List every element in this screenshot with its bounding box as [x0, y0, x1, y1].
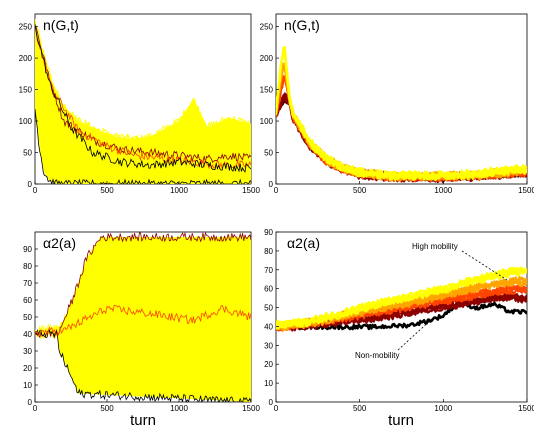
series-line — [276, 45, 527, 179]
series-band-layer — [35, 20, 251, 184]
panel-title: n(G,t) — [43, 17, 79, 33]
x-axis-label: turn — [130, 412, 156, 429]
axis-ticks: 0 500 1000 1500 0 50 100 150 200 250 — [260, 23, 534, 195]
y-tick-label: 0 — [269, 180, 274, 189]
y-tick-label: 0 — [28, 398, 33, 407]
x-tick-label: 1500 — [242, 404, 260, 413]
y-tick-label: 20 — [264, 360, 273, 369]
series-line — [35, 290, 251, 336]
y-tick-label: 200 — [260, 54, 274, 63]
y-tick-label: 50 — [23, 149, 32, 158]
y-tick-label: 100 — [260, 117, 274, 126]
series-line — [276, 300, 527, 331]
panel-top-right: 0 500 1000 1500 0 50 100 150 200 250 n(G,t) — [260, 13, 534, 195]
y-tick-label: 10 — [264, 379, 273, 388]
y-tick-label: 20 — [23, 364, 32, 373]
x-tick-label: 1000 — [434, 404, 452, 413]
x-tick-label: 1000 — [434, 186, 452, 195]
y-tick-label: 150 — [260, 86, 274, 95]
y-tick-label: 30 — [23, 347, 32, 356]
y-tick-label: 60 — [264, 285, 273, 294]
y-tick-label: 40 — [23, 330, 32, 339]
y-tick-label: 70 — [264, 266, 273, 275]
x-tick-label: 1500 — [518, 404, 534, 413]
y-tick-label: 0 — [269, 398, 274, 407]
y-tick-label: 40 — [264, 322, 273, 331]
x-tick-label: 500 — [100, 404, 114, 413]
panel-bottom-right: 0 500 1000 1500 0 10 20 30 40 50 60 70 80 90 α2(a) tu… — [264, 228, 534, 429]
series-line — [35, 25, 251, 164]
annotation-high-mobility: High mobility — [412, 242, 458, 251]
series-layer — [35, 18, 251, 184]
panel-title: α2(a) — [287, 235, 320, 251]
series-band-layer — [35, 237, 251, 402]
x-axis-label: turn — [388, 412, 414, 429]
y-tick-label: 70 — [23, 279, 32, 288]
series-line — [35, 304, 251, 337]
y-tick-label: 100 — [19, 117, 33, 126]
y-tick-label: 50 — [264, 149, 273, 158]
series-envelope — [35, 20, 251, 184]
y-tick-label: 250 — [19, 23, 33, 32]
panel-bottom-left: 0 500 1000 1500 0 10 20 30 40 50 60 70 80 90 α2(a) tu… — [23, 231, 260, 429]
y-tick-label: 200 — [19, 54, 33, 63]
y-tick-label: 30 — [264, 341, 273, 350]
axis-ticks: 0 500 1000 1500 0 50 100 150 200 250 — [19, 23, 261, 195]
series-layer — [276, 45, 527, 184]
panel-title: α2(a) — [43, 235, 76, 251]
series-line — [35, 329, 251, 363]
annotation-non-mobility: Non-mobility — [355, 351, 399, 360]
y-tick-label: 80 — [23, 262, 32, 271]
panel-title: n(G,t) — [284, 17, 320, 33]
series-line — [35, 37, 251, 150]
x-tick-label: 1000 — [170, 404, 188, 413]
series-layer — [276, 266, 527, 332]
y-tick-label: 80 — [264, 247, 273, 256]
x-tick-label: 0 — [274, 404, 279, 413]
series-line — [35, 108, 251, 184]
y-tick-label: 90 — [23, 245, 32, 254]
y-tick-label: 0 — [28, 180, 33, 189]
x-tick-label: 1000 — [170, 186, 188, 195]
x-tick-label: 0 — [33, 404, 38, 413]
series-line — [35, 43, 251, 184]
series-line — [35, 329, 251, 402]
x-tick-label: 0 — [274, 186, 279, 195]
series-line — [276, 266, 527, 328]
series-layer — [35, 232, 251, 402]
axis-ticks: 0 500 1000 1500 0 10 20 30 40 50 60 70 80 90 — [23, 245, 260, 413]
y-tick-label: 60 — [23, 296, 32, 305]
x-tick-label: 1500 — [242, 186, 260, 195]
x-tick-label: 500 — [353, 186, 367, 195]
y-tick-label: 250 — [260, 23, 274, 32]
annotation-high-mobility-leader — [461, 250, 508, 281]
series-line — [35, 27, 251, 171]
x-tick-label: 1500 — [518, 186, 534, 195]
x-tick-label: 0 — [33, 186, 38, 195]
series-envelope — [35, 237, 251, 402]
x-tick-label: 500 — [353, 404, 367, 413]
series-line — [35, 232, 251, 340]
y-tick-label: 50 — [264, 304, 273, 313]
y-tick-label: 50 — [23, 313, 32, 322]
axis-ticks: 0 500 1000 1500 0 10 20 30 40 50 60 70 80 90 — [264, 228, 534, 413]
panel-frame — [275, 13, 528, 185]
panel-top-left: 0 500 1000 1500 0 50 100 150 200 250 n(G,t) — [19, 13, 261, 195]
y-tick-label: 150 — [19, 86, 33, 95]
y-tick-label: 10 — [23, 381, 32, 390]
y-tick-label: 90 — [264, 228, 273, 237]
series-line — [35, 24, 251, 173]
x-tick-label: 500 — [100, 186, 114, 195]
